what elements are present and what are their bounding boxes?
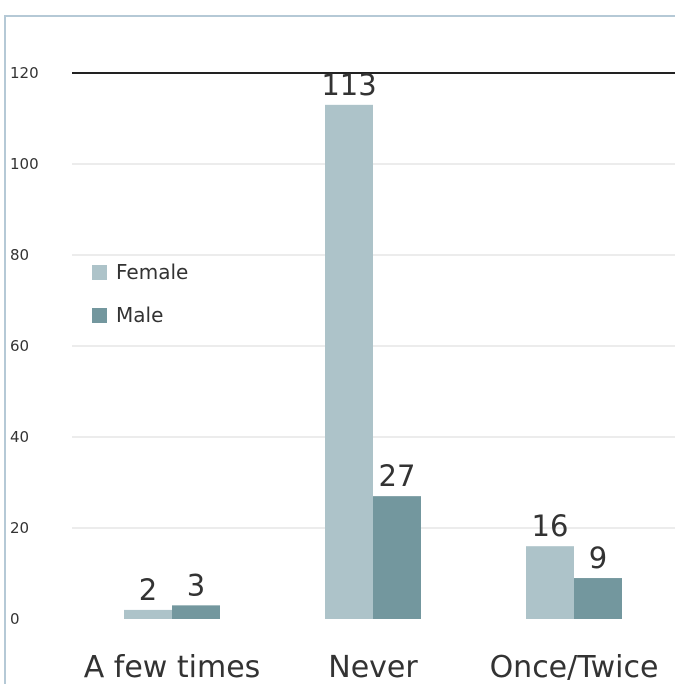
bar-male [172,605,220,619]
bars [124,104,622,620]
bar-male [373,496,421,619]
legend-label-male: Male [116,303,163,327]
data-label: 27 [379,459,416,493]
data-labels: 2 3 113 27 16 9 [139,68,607,607]
legend: Female Male [92,260,188,327]
y-tick-label: 20 [10,519,29,537]
y-axis-ticks: 0 20 40 60 80 100 120 [10,64,39,628]
y-tick-label: 120 [10,64,39,82]
legend-label-female: Female [116,260,188,284]
legend-swatch-female [92,265,107,280]
x-category-label: A few times [84,650,261,684]
y-tick-label: 100 [10,155,39,173]
bar-female [124,609,172,619]
data-label: 9 [589,541,607,575]
bar-female [325,104,373,620]
data-label: 16 [532,509,569,543]
bar-male [574,578,622,619]
x-category-label: Never [328,650,418,684]
data-label: 113 [321,68,376,102]
chart-border [4,15,675,689]
legend-swatch-male [92,308,107,323]
bar-female [526,546,574,619]
x-axis-categories: A few times Never Once/Twice [84,650,659,685]
y-tick-label: 80 [10,246,29,264]
data-label: 2 [139,573,157,607]
gridlines [72,72,675,529]
y-tick-label: 60 [10,337,29,355]
y-tick-label: 0 [10,610,20,628]
x-category-label: Once/Twice [490,650,659,684]
data-label: 3 [187,568,205,602]
y-tick-label: 40 [10,428,29,446]
